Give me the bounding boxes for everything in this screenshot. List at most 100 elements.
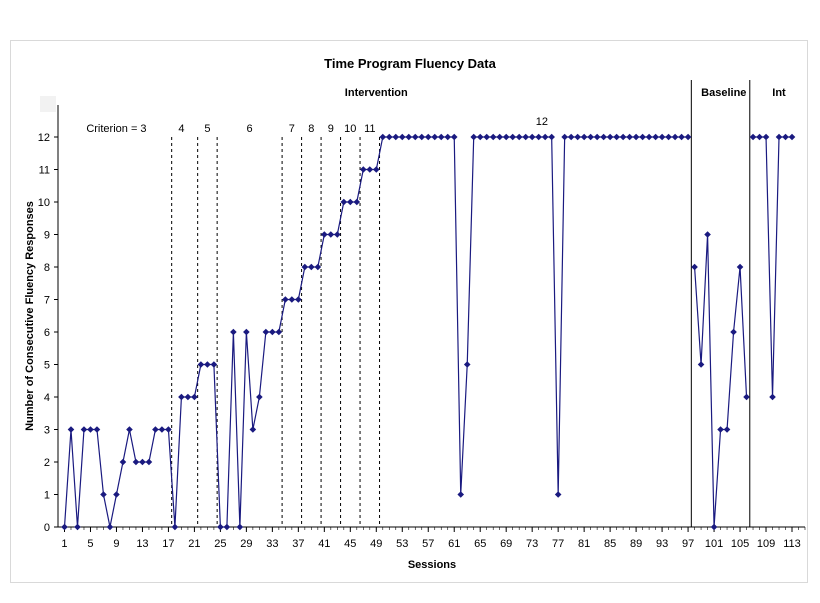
phase-labels: Intervention Baseline Int Criterion = 3 4 5 6 7… [86, 87, 786, 135]
x-tick-label: 109 [757, 538, 775, 550]
data-point-marker [269, 328, 276, 336]
y-tick-label: 0 [44, 522, 50, 534]
data-point-marker [171, 523, 179, 531]
outer-border [10, 40, 808, 583]
data-point-marker [431, 133, 439, 141]
phase-label: Baseline [701, 87, 746, 99]
data-point-marker [496, 133, 503, 141]
data-point-marker [100, 491, 107, 498]
data-point-marker [671, 133, 679, 141]
data-point-marker [106, 523, 114, 531]
data-point-marker [600, 133, 607, 141]
chart-title: Time Program Fluency Data [324, 56, 496, 71]
criterion-label: 6 [247, 123, 253, 135]
x-axis-label: Sessions [408, 559, 456, 571]
legend-swatch [40, 96, 56, 112]
data-point-marker [204, 361, 211, 368]
data-point-marker [535, 133, 542, 141]
data-point-marker [184, 393, 192, 401]
x-tick-label: 57 [422, 538, 434, 550]
x-tick-label: 93 [656, 538, 668, 550]
data-point-marker [652, 133, 659, 141]
data-point-marker [697, 361, 705, 368]
data-point-marker [191, 393, 198, 401]
data-point-marker [476, 133, 484, 141]
data-point-marker [93, 426, 101, 433]
x-tick-label: 81 [578, 538, 590, 550]
data-point-marker [502, 133, 510, 141]
x-tick-label: 1 [61, 538, 67, 550]
data-point-marker [684, 133, 692, 141]
data-point-marker [80, 426, 88, 433]
criterion-label: 8 [308, 123, 314, 135]
data-point-marker [87, 426, 94, 433]
data-point-marker [723, 426, 731, 433]
data-point-marker [762, 133, 770, 141]
y-tick-label: 11 [39, 165, 50, 177]
x-tick-label: 25 [214, 538, 226, 550]
data-point-marker [554, 491, 562, 498]
data-point-marker [217, 523, 224, 531]
data-point-marker [665, 133, 672, 141]
data-point-marker [444, 133, 452, 141]
data-point-marker [769, 393, 776, 401]
data-point-marker [658, 133, 666, 141]
x-tick-label: 101 [705, 538, 723, 550]
data-point-marker [223, 523, 231, 531]
data-point-marker [782, 133, 789, 141]
data-point-marker [139, 458, 146, 466]
data-point-marker [788, 133, 796, 141]
data-point-marker [457, 491, 465, 498]
x-tick-label: 77 [552, 538, 564, 550]
x-tick-label: 105 [731, 538, 749, 550]
x-tick-label: 49 [370, 538, 382, 550]
data-point-marker [626, 133, 633, 141]
data-point-marker [775, 133, 783, 141]
y-tick-label: 2 [44, 457, 50, 469]
data-point-marker [736, 263, 744, 271]
data-point-marker [580, 133, 588, 141]
data-point-marker [418, 133, 426, 141]
data-point-marker [249, 426, 257, 433]
data-point-marker [347, 198, 354, 206]
data-point-marker [411, 133, 419, 141]
criterion-label: 11 [364, 123, 375, 135]
y-tick-label: 12 [38, 132, 50, 144]
data-point-marker [288, 296, 296, 303]
data-point-marker [515, 133, 523, 141]
data-point-marker [450, 133, 458, 141]
data-point-marker [593, 133, 601, 141]
data-point-marker [522, 133, 529, 141]
data-point-marker [126, 426, 133, 433]
data-point-marker [61, 523, 68, 531]
data-point-marker [587, 133, 594, 141]
data-point-marker [756, 133, 763, 141]
data-point-marker [301, 263, 309, 271]
x-tick-label: 21 [188, 538, 200, 550]
data-point-marker [113, 491, 120, 498]
data-point-marker [165, 426, 172, 433]
data-point-marker [236, 523, 244, 531]
data-point-marker [385, 133, 393, 141]
data-point-marker [561, 133, 568, 141]
data-point-marker [327, 231, 335, 238]
criterion-label: 10 [344, 123, 356, 135]
data-point-marker [262, 328, 270, 336]
data-point-marker [243, 328, 250, 336]
data-point-marker [678, 133, 685, 141]
data-point-marker [645, 133, 653, 141]
x-tick-label: 41 [318, 538, 330, 550]
phase-label: Int [772, 87, 786, 99]
data-point-marker [67, 426, 75, 433]
y-tick-label: 3 [44, 425, 50, 437]
data-point-marker [489, 133, 497, 141]
x-tick-label: 13 [136, 538, 148, 550]
data-point-marker [152, 426, 159, 433]
data-point-marker [74, 523, 81, 531]
data-point-marker [334, 231, 341, 238]
x-tick-label: 61 [448, 538, 460, 550]
data-point-marker [145, 458, 153, 466]
